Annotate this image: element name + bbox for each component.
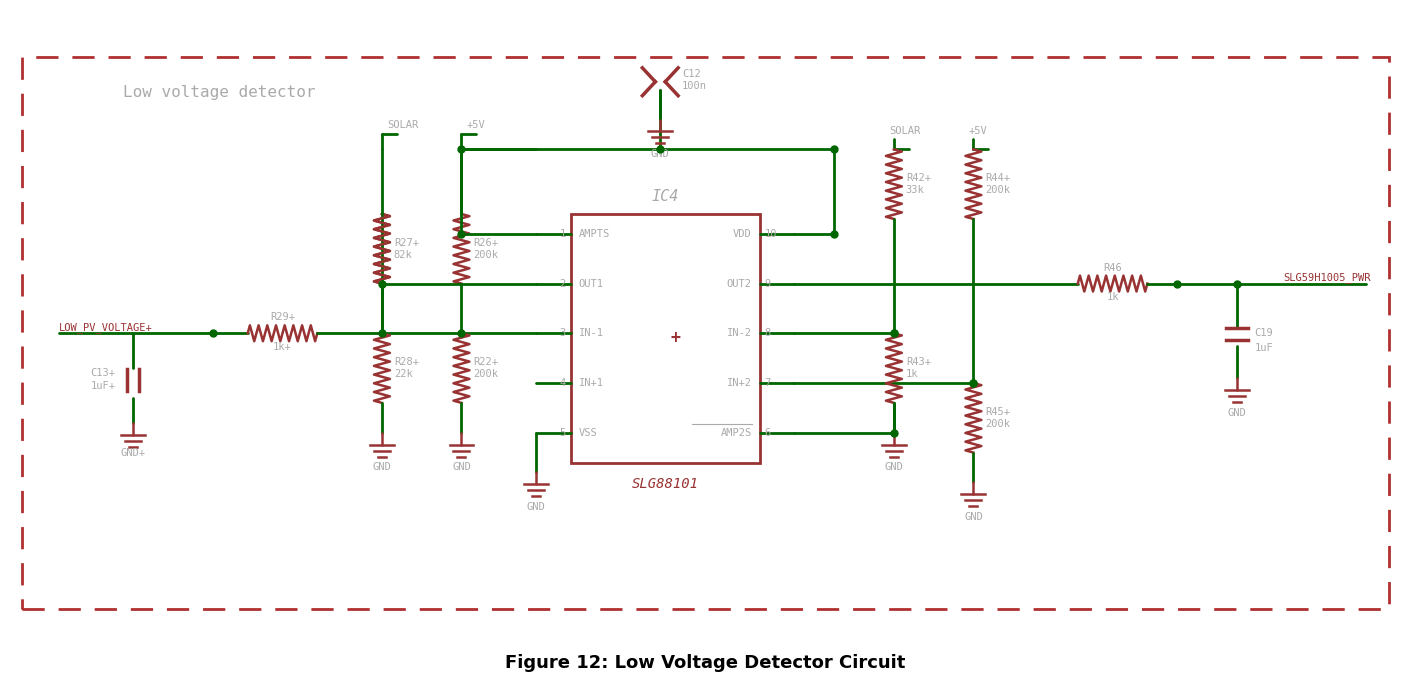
- Text: SOLAR: SOLAR: [387, 119, 418, 130]
- Text: +5V: +5V: [467, 119, 485, 130]
- Text: R22+
200k: R22+ 200k: [473, 357, 498, 379]
- Text: IN+2: IN+2: [727, 378, 752, 388]
- Bar: [571, 214, 759, 462]
- Text: C13+: C13+: [90, 368, 116, 378]
- Text: 8: 8: [765, 328, 770, 338]
- Text: 2: 2: [560, 279, 566, 289]
- Text: OUT2: OUT2: [727, 279, 752, 289]
- Text: R26+
200k: R26+ 200k: [473, 238, 498, 260]
- Text: 1uF+: 1uF+: [90, 381, 116, 391]
- Text: IN-2: IN-2: [727, 328, 752, 338]
- Text: R45+
200k: R45+ 200k: [985, 407, 1010, 429]
- Text: GND: GND: [650, 149, 670, 159]
- Text: 10: 10: [765, 229, 777, 239]
- Text: GND: GND: [885, 462, 903, 472]
- Text: 1uF: 1uF: [1254, 343, 1274, 353]
- Text: R42+
33k: R42+ 33k: [906, 173, 931, 195]
- Text: 4: 4: [560, 378, 566, 388]
- Text: 9: 9: [765, 279, 770, 289]
- Text: LOW_PV_VOLTAGE+: LOW_PV_VOLTAGE+: [59, 322, 152, 333]
- Text: GND: GND: [526, 502, 546, 512]
- Text: 3: 3: [560, 328, 566, 338]
- Text: VSS: VSS: [579, 428, 597, 437]
- Text: OUT1: OUT1: [579, 279, 604, 289]
- Text: R27+
82k: R27+ 82k: [394, 238, 419, 260]
- Text: SLG88101: SLG88101: [632, 477, 698, 491]
- Text: R29+: R29+: [270, 313, 295, 323]
- Text: SOLAR: SOLAR: [889, 126, 920, 136]
- Text: AMP2S: AMP2S: [721, 428, 752, 437]
- Text: 1k+: 1k+: [274, 342, 292, 352]
- Text: IN+1: IN+1: [579, 378, 604, 388]
- Text: R43+
1k: R43+ 1k: [906, 357, 931, 379]
- Text: IN-1: IN-1: [579, 328, 604, 338]
- Text: GND+: GND+: [121, 448, 145, 458]
- Text: SLG59H1005_PWR: SLG59H1005_PWR: [1284, 272, 1371, 283]
- Text: R44+
200k: R44+ 200k: [985, 173, 1010, 195]
- Text: Low voltage detector: Low voltage detector: [123, 85, 316, 100]
- Text: 1: 1: [560, 229, 566, 239]
- Text: 1k: 1k: [1106, 292, 1119, 302]
- Text: AMPTS: AMPTS: [579, 229, 610, 239]
- Text: GND: GND: [373, 462, 391, 472]
- Text: +5V: +5V: [968, 126, 988, 136]
- Text: R46: R46: [1103, 263, 1122, 273]
- Text: IC4: IC4: [652, 188, 679, 204]
- Text: GND: GND: [964, 512, 983, 522]
- Text: GND: GND: [1228, 408, 1246, 418]
- Text: 5: 5: [560, 428, 566, 437]
- Text: VDD: VDD: [732, 229, 752, 239]
- Text: Figure 12: Low Voltage Detector Circuit: Figure 12: Low Voltage Detector Circuit: [505, 654, 906, 672]
- Text: GND: GND: [452, 462, 471, 472]
- Text: 6: 6: [765, 428, 770, 437]
- Text: 7: 7: [765, 378, 770, 388]
- Text: C12
100n: C12 100n: [682, 69, 707, 90]
- Text: C19: C19: [1254, 328, 1274, 338]
- Text: R28+
22k: R28+ 22k: [394, 357, 419, 379]
- Text: +: +: [670, 329, 680, 347]
